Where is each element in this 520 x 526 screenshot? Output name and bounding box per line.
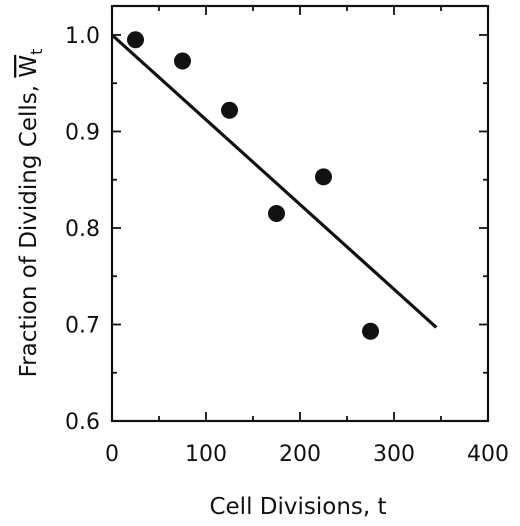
data-point (315, 168, 332, 186)
y-axis-label-main: Fraction of Dividing Cells, (16, 78, 42, 378)
data-point (174, 52, 191, 70)
data-point (268, 205, 285, 222)
y-tick-label: 0.7 (65, 313, 100, 338)
x-tick-label: 300 (373, 442, 415, 467)
y-axis-label-subscript: t (27, 49, 46, 55)
x-tick-label: 200 (279, 442, 321, 467)
x-axis-label: Cell Divisions, t (209, 494, 386, 520)
y-tick-label: 0.9 (65, 120, 100, 145)
y-axis-label-symbol: W (16, 55, 42, 78)
y-tick-labels: 0.6 0.7 0.8 0.9 1.0 (65, 24, 100, 435)
plot-frame (110, 4, 490, 423)
y-tick-label: 1.0 (65, 24, 100, 49)
data-point (221, 101, 238, 119)
regression-line (110, 33, 438, 329)
y-axis-label: Fraction of Dividing Cells, Wt (16, 49, 46, 378)
x-tick-labels: 0 100 200 300 400 (105, 442, 509, 467)
x-tick-label: 100 (185, 442, 227, 467)
data-point (127, 31, 144, 49)
axis-ticks (111, 6, 489, 422)
y-tick-label: 0.8 (65, 217, 100, 242)
x-tick-label: 0 (105, 442, 119, 467)
x-tick-label: 400 (467, 442, 509, 467)
y-tick-label: 0.6 (65, 410, 100, 435)
data-points (127, 31, 379, 340)
data-point (362, 322, 379, 340)
